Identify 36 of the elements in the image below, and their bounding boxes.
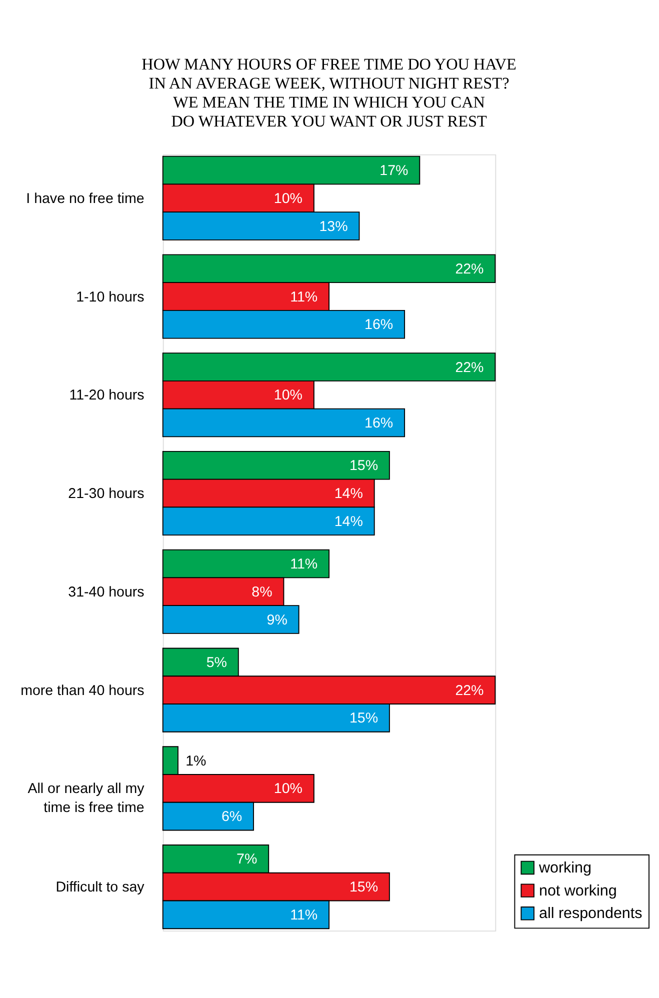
data-label: 16%	[364, 416, 394, 432]
y-tick-label: I have no free time	[26, 190, 144, 207]
data-label: 10%	[274, 781, 303, 798]
data-label: 14%	[334, 486, 364, 502]
y-tick-label: 31-40 hours	[68, 584, 144, 600]
data-label: 11%	[290, 289, 318, 306]
data-label: 13%	[319, 218, 348, 235]
data-label: 17%	[380, 163, 409, 180]
y-tick-label: 1-10 hours	[76, 289, 144, 306]
y-tick-label: 21-30 hours	[68, 486, 144, 502]
data-label: 16%	[364, 317, 394, 334]
chart-title: HOW MANY HOURS OF FREE TIME DO YOU HAVE IN AN AVERAGE WEEK, WITHOUT NIGHT REST? WE MEAN THE TIME IN WHICH YOU CAN DO WHATEVER YOU WANT OR JUST REST	[142, 56, 516, 131]
data-label: 15%	[349, 710, 378, 727]
data-label: 22%	[455, 360, 484, 376]
legend-label: working	[538, 859, 592, 876]
data-label: 10%	[274, 388, 303, 404]
y-tick-label: 11-20 hours	[69, 388, 144, 404]
data-label: 22%	[455, 261, 484, 278]
data-label: 11%	[290, 556, 318, 573]
data-label: 10%	[274, 190, 303, 207]
data-label: 8%	[252, 584, 273, 600]
data-label: 15%	[349, 458, 378, 474]
data-label: 11%	[290, 907, 318, 924]
data-label: 22%	[455, 682, 484, 699]
data-label: 1%	[186, 753, 207, 770]
data-label: 14%	[334, 514, 364, 530]
y-tick-label: more than 40 hours	[20, 682, 144, 699]
data-label: 7%	[236, 852, 258, 868]
legend-label: not working	[538, 882, 617, 900]
data-label: 9%	[266, 612, 288, 628]
y-tick-label: All or nearly all my time is free time	[28, 781, 146, 816]
y-tick-label: Difficult to say	[56, 880, 146, 896]
data-label: 15%	[349, 880, 378, 896]
data-label: 5%	[206, 654, 228, 671]
data-label: 6%	[221, 809, 242, 826]
legend-label: all respondents	[538, 905, 643, 922]
